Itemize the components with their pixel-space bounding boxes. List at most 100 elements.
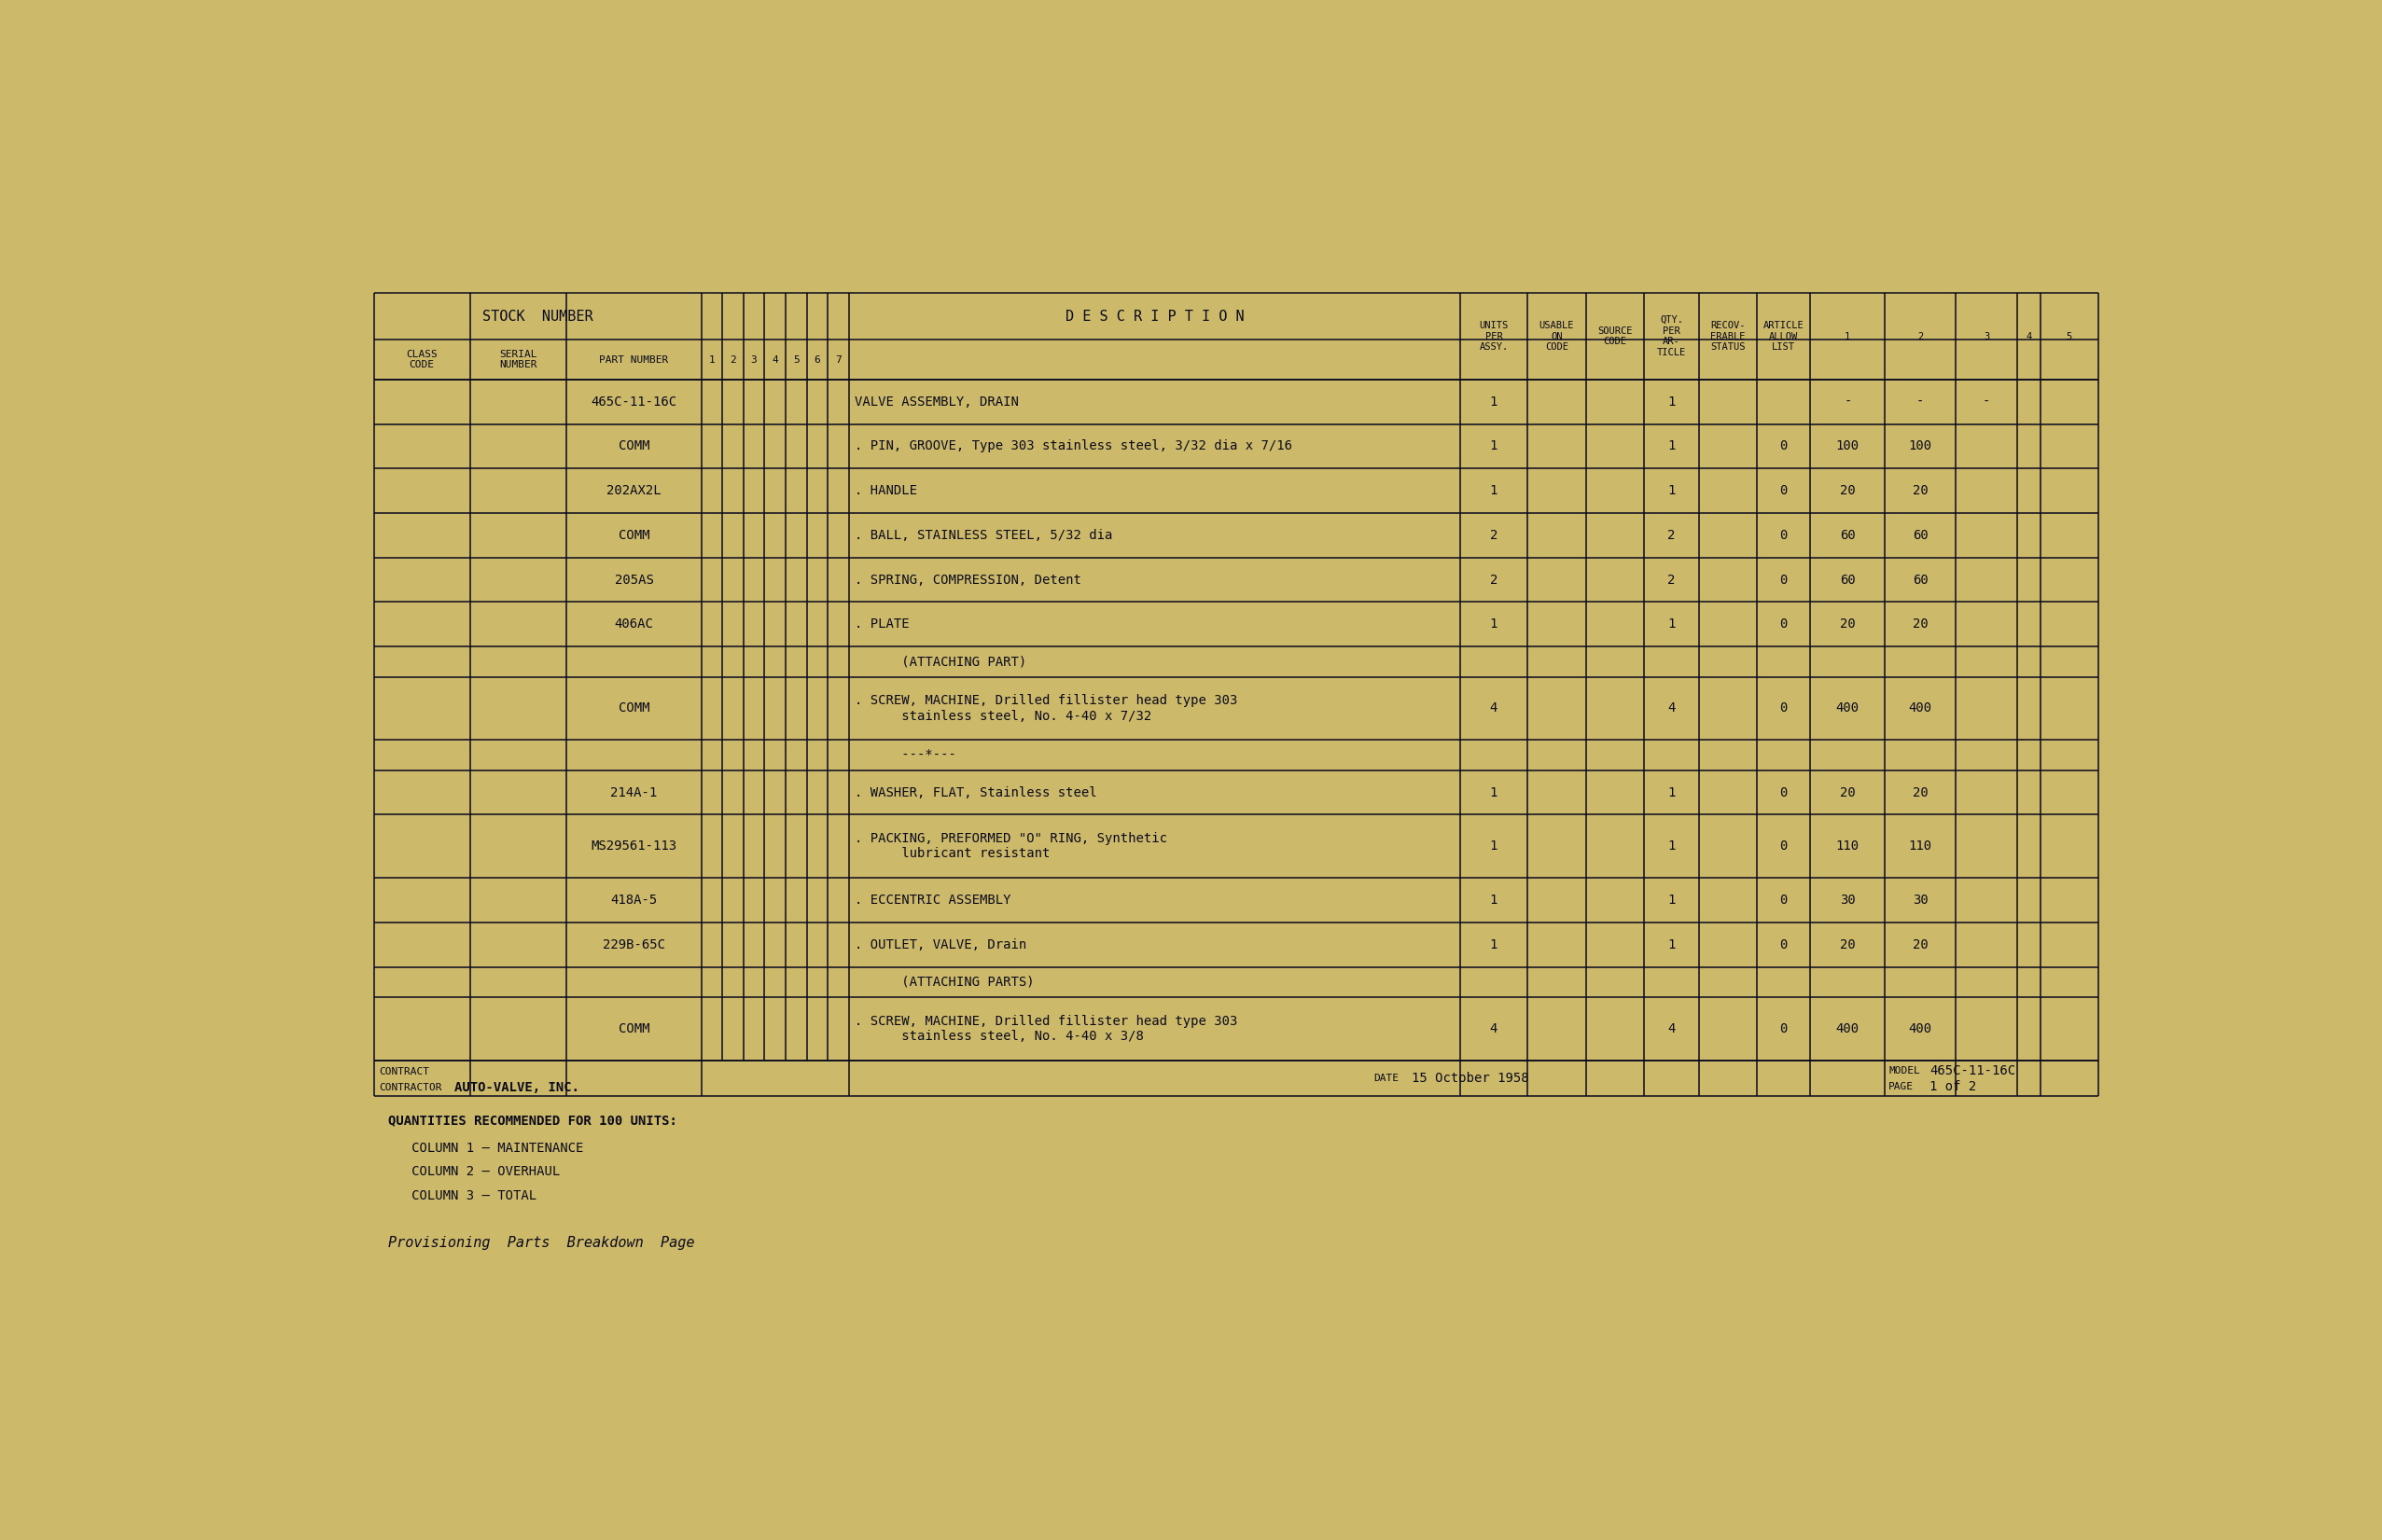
- Text: 0: 0: [1779, 1023, 1786, 1035]
- Text: 1: 1: [1489, 618, 1498, 631]
- Text: 0: 0: [1779, 440, 1786, 453]
- Text: 3: 3: [750, 356, 757, 365]
- Text: 20: 20: [1913, 785, 1927, 799]
- Text: . SCREW, MACHINE, Drilled fillister head type 303: . SCREW, MACHINE, Drilled fillister head…: [855, 1015, 1236, 1027]
- Text: 1: 1: [1667, 618, 1675, 631]
- Text: 20: 20: [1839, 484, 1856, 497]
- Text: PAGE: PAGE: [1889, 1083, 1913, 1092]
- Text: 0: 0: [1779, 528, 1786, 542]
- Text: 400: 400: [1908, 702, 1932, 715]
- Text: 20: 20: [1839, 618, 1856, 631]
- Text: 60: 60: [1839, 573, 1856, 587]
- Text: 20: 20: [1913, 938, 1927, 952]
- Text: 400: 400: [1837, 702, 1860, 715]
- Text: MODEL: MODEL: [1889, 1066, 1920, 1076]
- Text: ARTICLE
ALLOW
LIST: ARTICLE ALLOW LIST: [1763, 320, 1803, 351]
- Text: 0: 0: [1779, 839, 1786, 853]
- Text: USABLE
ON
CODE: USABLE ON CODE: [1539, 320, 1575, 351]
- Text: 0: 0: [1779, 484, 1786, 497]
- Text: MS29561-113: MS29561-113: [591, 839, 676, 853]
- Text: . PACKING, PREFORMED "O" RING, Synthetic: . PACKING, PREFORMED "O" RING, Synthetic: [855, 832, 1167, 845]
- Text: COLUMN 1 — MAINTENANCE: COLUMN 1 — MAINTENANCE: [388, 1141, 584, 1155]
- Text: 1: 1: [1667, 396, 1675, 408]
- Text: 30: 30: [1839, 893, 1856, 907]
- Text: 2: 2: [729, 356, 736, 365]
- Text: stainless steel, No. 4-40 x 7/32: stainless steel, No. 4-40 x 7/32: [855, 710, 1151, 722]
- Text: 2: 2: [1667, 528, 1675, 542]
- Text: . ECCENTRIC ASSEMBLY: . ECCENTRIC ASSEMBLY: [855, 893, 1010, 907]
- Text: 465C-11-16C: 465C-11-16C: [1929, 1064, 2015, 1078]
- Text: QUANTITIES RECOMMENDED FOR 100 UNITS:: QUANTITIES RECOMMENDED FOR 100 UNITS:: [388, 1115, 676, 1127]
- Text: CLASS
CODE: CLASS CODE: [405, 350, 438, 370]
- Text: 110: 110: [1837, 839, 1860, 853]
- Text: COMM: COMM: [619, 528, 650, 542]
- Text: 4: 4: [1667, 702, 1675, 715]
- Text: . WASHER, FLAT, Stainless steel: . WASHER, FLAT, Stainless steel: [855, 785, 1096, 799]
- Text: 1: 1: [1489, 785, 1498, 799]
- Text: SERIAL
NUMBER: SERIAL NUMBER: [500, 350, 538, 370]
- Text: 229B-65C: 229B-65C: [603, 938, 665, 952]
- Text: . SCREW, MACHINE, Drilled fillister head type 303: . SCREW, MACHINE, Drilled fillister head…: [855, 695, 1236, 707]
- Text: 60: 60: [1913, 528, 1927, 542]
- Text: D E S C R I P T I O N: D E S C R I P T I O N: [1065, 310, 1243, 323]
- Text: 1 of 2: 1 of 2: [1929, 1081, 1977, 1093]
- Text: 110: 110: [1908, 839, 1932, 853]
- Text: 6: 6: [815, 356, 819, 365]
- Text: CONTRACTOR: CONTRACTOR: [379, 1083, 441, 1092]
- Text: 1: 1: [1667, 440, 1675, 453]
- Text: RECOV-
ERABLE
STATUS: RECOV- ERABLE STATUS: [1710, 320, 1746, 351]
- Text: 4: 4: [1667, 1023, 1675, 1035]
- Text: . OUTLET, VALVE, Drain: . OUTLET, VALVE, Drain: [855, 938, 1027, 952]
- Text: 2: 2: [1489, 528, 1498, 542]
- Text: 400: 400: [1837, 1023, 1860, 1035]
- Text: 0: 0: [1779, 573, 1786, 587]
- Text: Provisioning  Parts  Breakdown  Page: Provisioning Parts Breakdown Page: [388, 1237, 696, 1250]
- Text: SOURCE
CODE: SOURCE CODE: [1598, 326, 1632, 346]
- Text: -: -: [1918, 396, 1925, 408]
- Text: VALVE ASSEMBLY, DRAIN: VALVE ASSEMBLY, DRAIN: [855, 396, 1019, 408]
- Text: 214A-1: 214A-1: [610, 785, 657, 799]
- Text: 4: 4: [2027, 331, 2032, 340]
- Text: . HANDLE: . HANDLE: [855, 484, 917, 497]
- Text: 1: 1: [1489, 893, 1498, 907]
- Text: DATE: DATE: [1374, 1073, 1398, 1083]
- Text: -: -: [1982, 396, 1991, 408]
- Text: 2: 2: [1667, 573, 1675, 587]
- Text: 0: 0: [1779, 938, 1786, 952]
- Text: 1: 1: [1667, 938, 1675, 952]
- Text: 406AC: 406AC: [615, 618, 653, 631]
- Text: 202AX2L: 202AX2L: [607, 484, 662, 497]
- Text: COMM: COMM: [619, 1023, 650, 1035]
- Text: 1: 1: [1667, 785, 1675, 799]
- Text: 1: 1: [1667, 484, 1675, 497]
- Text: 20: 20: [1839, 938, 1856, 952]
- Text: 100: 100: [1837, 440, 1860, 453]
- Text: 1: 1: [1489, 839, 1498, 853]
- Text: PART NUMBER: PART NUMBER: [600, 356, 669, 365]
- Text: (ATTACHING PART): (ATTACHING PART): [855, 654, 1027, 668]
- Text: -: -: [1844, 396, 1851, 408]
- Text: STOCK  NUMBER: STOCK NUMBER: [481, 310, 593, 323]
- Text: 0: 0: [1779, 893, 1786, 907]
- Text: 1: 1: [1489, 396, 1498, 408]
- Text: COMM: COMM: [619, 702, 650, 715]
- Text: 4: 4: [772, 356, 779, 365]
- Text: COLUMN 2 — OVERHAUL: COLUMN 2 — OVERHAUL: [388, 1166, 560, 1178]
- Text: 0: 0: [1779, 785, 1786, 799]
- Text: 60: 60: [1839, 528, 1856, 542]
- Text: . BALL, STAINLESS STEEL, 5/32 dia: . BALL, STAINLESS STEEL, 5/32 dia: [855, 528, 1112, 542]
- Text: 3: 3: [1984, 331, 1989, 340]
- Text: ---*---: ---*---: [855, 748, 955, 762]
- Text: 0: 0: [1779, 618, 1786, 631]
- Text: 465C-11-16C: 465C-11-16C: [591, 396, 676, 408]
- Text: 400: 400: [1908, 1023, 1932, 1035]
- Text: 1: 1: [1844, 331, 1851, 340]
- Text: 4: 4: [1489, 702, 1498, 715]
- Text: COLUMN 3 — TOTAL: COLUMN 3 — TOTAL: [388, 1189, 536, 1201]
- Text: 0: 0: [1779, 702, 1786, 715]
- Text: 2: 2: [1918, 331, 1922, 340]
- Text: . SPRING, COMPRESSION, Detent: . SPRING, COMPRESSION, Detent: [855, 573, 1081, 587]
- Text: 20: 20: [1839, 785, 1856, 799]
- Text: (ATTACHING PARTS): (ATTACHING PARTS): [855, 975, 1034, 989]
- Text: 30: 30: [1913, 893, 1927, 907]
